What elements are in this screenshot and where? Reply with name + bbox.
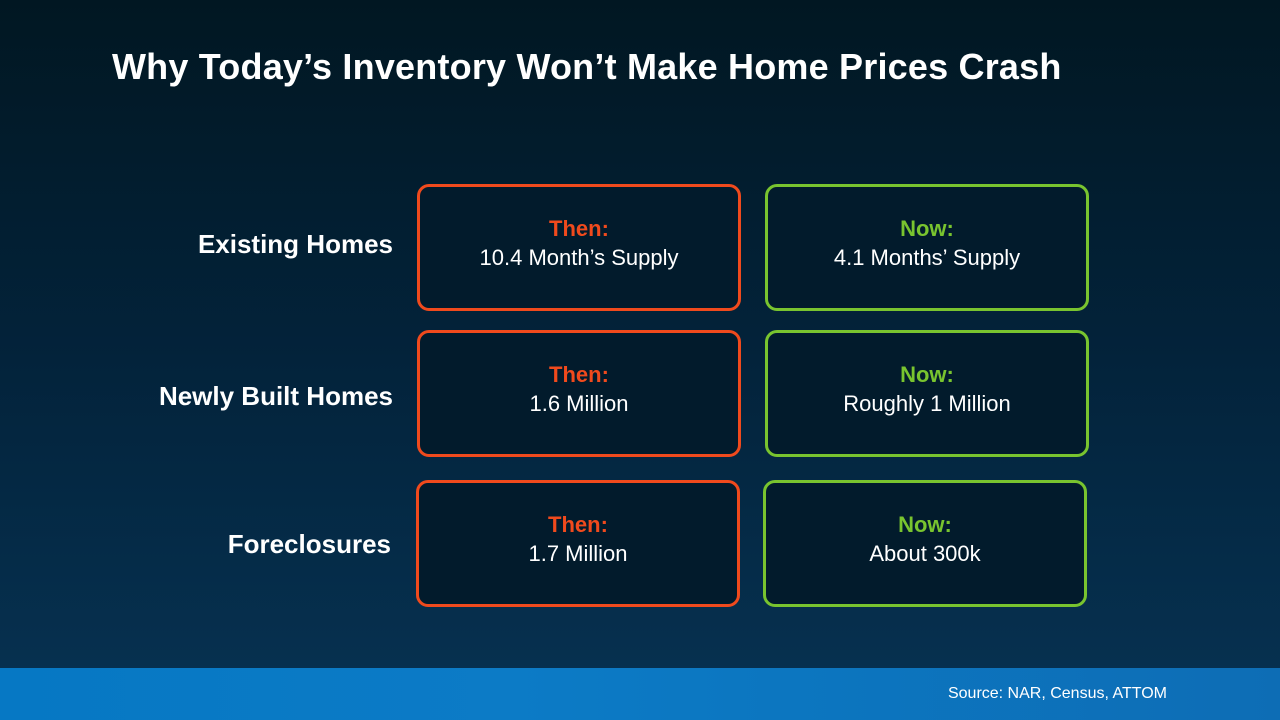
source-citation: Source: NAR, Census, ATTOM xyxy=(947,685,1167,702)
row-label-foreclosures: Foreclosures xyxy=(227,529,391,559)
then-value: 10.4 Month’s Supply xyxy=(479,245,679,270)
now-box-newly-built-homes: Now: Roughly 1 Million xyxy=(765,330,1089,457)
now-value: About 300k xyxy=(869,541,981,566)
then-box-foreclosures: Then: 1.7 Million xyxy=(416,480,740,607)
now-box-existing-homes: Now: 4.1 Months’ Supply xyxy=(765,184,1089,311)
then-value: 1.6 Million xyxy=(529,391,629,416)
slide-title: Why Today’s Inventory Won’t Make Home Pr… xyxy=(112,46,1062,87)
now-heading: Now: xyxy=(900,216,954,241)
now-heading: Now: xyxy=(898,512,952,537)
now-value: Roughly 1 Million xyxy=(843,391,1011,416)
now-box-foreclosures: Now: About 300k xyxy=(763,480,1087,607)
then-heading: Then: xyxy=(548,512,608,537)
row-label-newly-built-homes: Newly Built Homes xyxy=(158,381,393,411)
now-value: 4.1 Months’ Supply xyxy=(833,245,1021,270)
then-value: 1.7 Million xyxy=(528,541,628,566)
row-label-existing-homes: Existing Homes xyxy=(197,229,393,259)
then-box-existing-homes: Then: 10.4 Month’s Supply xyxy=(417,184,741,311)
then-heading: Then: xyxy=(549,216,609,241)
footer-bar: Source: NAR, Census, ATTOM xyxy=(0,668,1280,720)
then-box-newly-built-homes: Then: 1.6 Million xyxy=(417,330,741,457)
now-heading: Now: xyxy=(900,362,954,387)
then-heading: Then: xyxy=(549,362,609,387)
